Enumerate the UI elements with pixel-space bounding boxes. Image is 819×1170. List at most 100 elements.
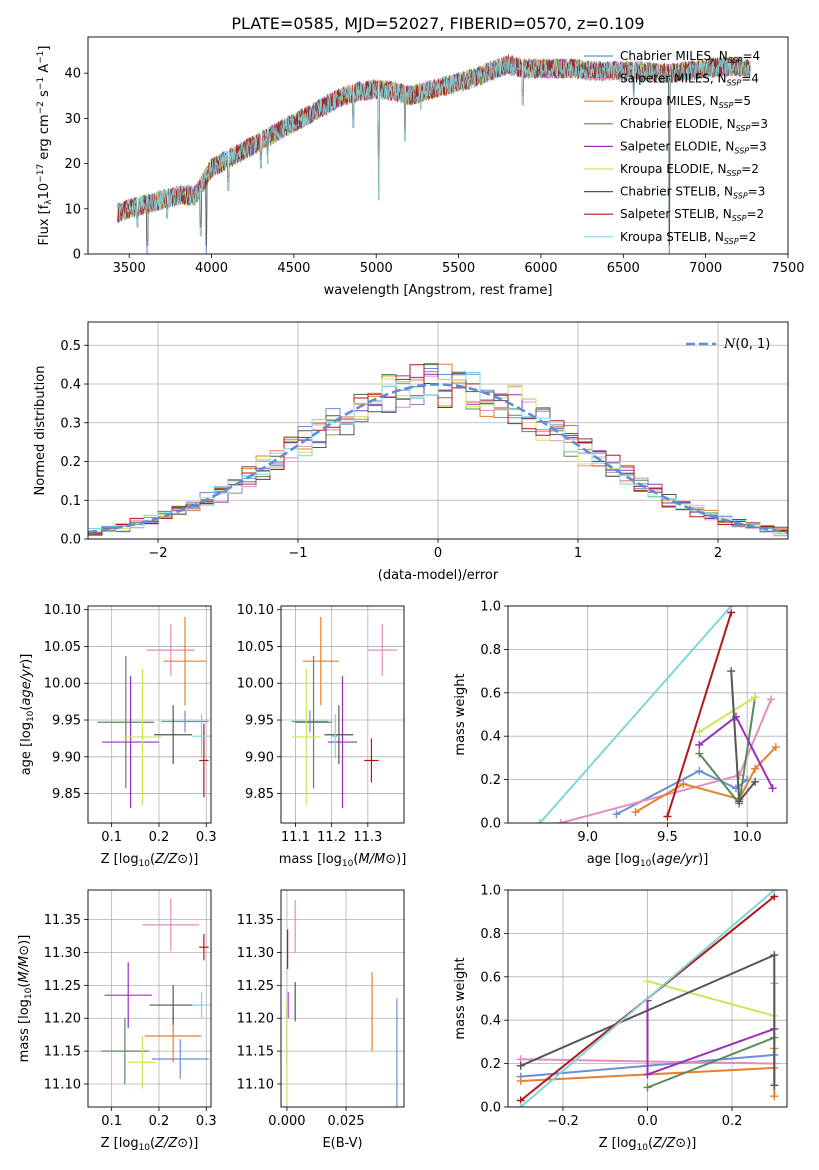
age_vs_mass-plot-area	[291, 617, 397, 809]
y-tick-label: 11.30	[237, 946, 274, 961]
x-tick-label: 0.000	[268, 1114, 305, 1129]
x-axis-label: Z [log10(Z/Z⊙)]	[101, 852, 199, 869]
y-axis-label: Flux [fλ10−17 erg cm−2 s−1 A−1]	[36, 46, 54, 246]
data-point-chabrier-stelib	[149, 985, 197, 1025]
data-point-salpeter-stelib	[199, 723, 209, 798]
y-tick-label: 1.0	[480, 600, 501, 615]
data-point-kroupa-elodie	[123, 668, 162, 806]
y-tick-label: 10.10	[44, 603, 81, 618]
series-marker	[771, 743, 780, 752]
mass_vs_Z-frame	[87, 889, 212, 1108]
y-tick-label: 9.95	[245, 714, 274, 729]
y-tick-label: 1.0	[480, 884, 501, 899]
x-tick-label: 0.2	[722, 1114, 743, 1129]
series-line	[520, 890, 775, 1107]
data-point-salpeter-elodie	[328, 675, 357, 809]
y-tick-label: 0.5	[60, 339, 81, 354]
y-tick-label: 0.2	[480, 1057, 501, 1072]
age-vs-metallicity-panel: 0.1 0.2 0.3 9.85 9.90 9.95 10.00 10.05 10.10 Z [l…	[19, 603, 217, 869]
series-marker	[679, 779, 688, 788]
x-tick-label: 0.1	[101, 830, 122, 845]
y-tick-label: 10.00	[237, 677, 274, 692]
data-point-kroupa-stelib	[192, 991, 211, 1019]
series-marker	[770, 1081, 779, 1090]
y-tick-label: 0.4	[480, 1014, 501, 1029]
legend-label: Kroupa STELIB, NSSP=2	[620, 230, 756, 246]
weight-vs-age-panel: 9.0 9.5 10.0 0.0 0.2 0.4 0.6 0.8 1.0 age [log10(a…	[453, 600, 788, 869]
x-tick-label: 2	[714, 546, 722, 561]
y-tick-label: 9.95	[52, 714, 81, 729]
x-tick-label: 0.2	[149, 1114, 170, 1129]
y-tick-label: 0.6	[480, 686, 501, 701]
mass-vs-metallicity-panel: 0.1 0.2 0.3 11.10 11.15 11.20 11.25 11.30 11.35 Z…	[17, 889, 217, 1153]
age-vs-mass-panel: 11.1 11.2 11.3 9.85 9.90 9.95 10.00 10.05 10.10 m…	[237, 603, 407, 869]
series-marker	[735, 797, 744, 806]
series-marker	[751, 777, 760, 786]
mass_vs_Z-plot-area	[101, 898, 211, 1089]
series-marker	[695, 740, 704, 749]
x-tick-label: 0.1	[101, 1114, 122, 1129]
data-point-salpeter-miles	[367, 624, 397, 676]
data-point-kroupa-miles	[302, 617, 339, 706]
weight-series-kroupa-elodie	[695, 693, 760, 736]
series-marker	[516, 1103, 525, 1107]
y-tick-label: 11.10	[44, 1077, 81, 1092]
x-tick-label: 9.5	[657, 830, 678, 845]
y-tick-label: 11.20	[44, 1012, 81, 1027]
data-point-chabrier-elodie	[101, 1018, 149, 1084]
x-tick-label: 3500	[113, 261, 146, 276]
x-tick-label: 10.0	[733, 830, 762, 845]
legend-label: Kroupa ELODIE, NSSP=2	[620, 162, 759, 178]
residuals-grid	[88, 322, 788, 540]
series-marker	[612, 810, 621, 819]
x-tick-label: 0.2	[149, 830, 170, 845]
y-tick-label: 11.30	[44, 946, 81, 961]
weight_vs_Z-frame	[507, 889, 788, 1108]
x-tick-label: 5000	[360, 261, 393, 276]
y-tick-label: 0.6	[480, 970, 501, 985]
series-marker	[695, 749, 704, 758]
x-axis-label: (data-model)/error	[378, 568, 499, 583]
spectrum-plot-area	[117, 54, 751, 254]
data-point-chabrier-elodie	[97, 656, 155, 789]
y-tick-label: 0.4	[480, 730, 501, 745]
spectrum-legend: Chabrier MILES, NSSP=4 Salpeter MILES, NS…	[584, 49, 768, 246]
data-point-salpeter-stelib	[199, 934, 209, 961]
y-axis-label: Normed distribution	[33, 366, 48, 496]
weight_vs_age-plot-area	[535, 606, 780, 823]
age_vs_mass-frame	[280, 605, 405, 824]
x-tick-label: 11.1	[281, 830, 310, 845]
series-marker	[727, 667, 736, 676]
spectrum-frame	[87, 36, 789, 255]
weight-series-chabrier-stelib	[727, 667, 760, 806]
legend-label: Chabrier ELODIE, NSSP=3	[620, 117, 768, 133]
x-axis-label: Z [log10(Z/Z⊙)]	[599, 1136, 697, 1153]
y-tick-label: 0.0	[60, 533, 81, 548]
x-tick-label: −1	[288, 546, 307, 561]
spectrum-panel: 3500 4000 4500 5000 5500 6000 6500 7000 7500 0 10 2…	[36, 36, 805, 298]
x-tick-label: 0.3	[196, 1114, 217, 1129]
mass_vs_EBV-grid	[281, 890, 404, 1107]
weight_vs_age-frame	[507, 605, 788, 824]
series-line	[698, 696, 756, 733]
x-tick-label: 0.0	[637, 1114, 658, 1129]
age_vs_Z-plot-area	[97, 617, 211, 809]
data-point-kroupa-stelib	[331, 714, 339, 759]
series-marker	[735, 771, 744, 780]
data-point-kroupa-stelib	[192, 714, 211, 759]
weight-series-kroupa-stelib	[535, 606, 736, 823]
mass_vs_EBV-plot-area	[286, 899, 398, 1107]
weight-series-salpeter-elodie	[643, 996, 779, 1079]
histogram-salpeter-stelib	[88, 364, 788, 536]
y-tick-label: 0.2	[480, 773, 501, 788]
y-tick-label: 0.8	[480, 643, 501, 658]
series-marker	[556, 819, 565, 823]
y-tick-label: 11.25	[44, 979, 81, 994]
figure-title: PLATE=0585, MJD=52027, FIBERID=0570, z=0…	[231, 14, 644, 33]
y-tick-label: 11.35	[44, 913, 81, 928]
x-tick-label: 11.2	[317, 830, 346, 845]
y-tick-label: 9.90	[245, 750, 274, 765]
x-tick-label: 0	[434, 546, 442, 561]
x-axis-label: mass [log10(M/M⊙)]	[279, 852, 407, 869]
x-tick-label: 6000	[524, 261, 557, 276]
